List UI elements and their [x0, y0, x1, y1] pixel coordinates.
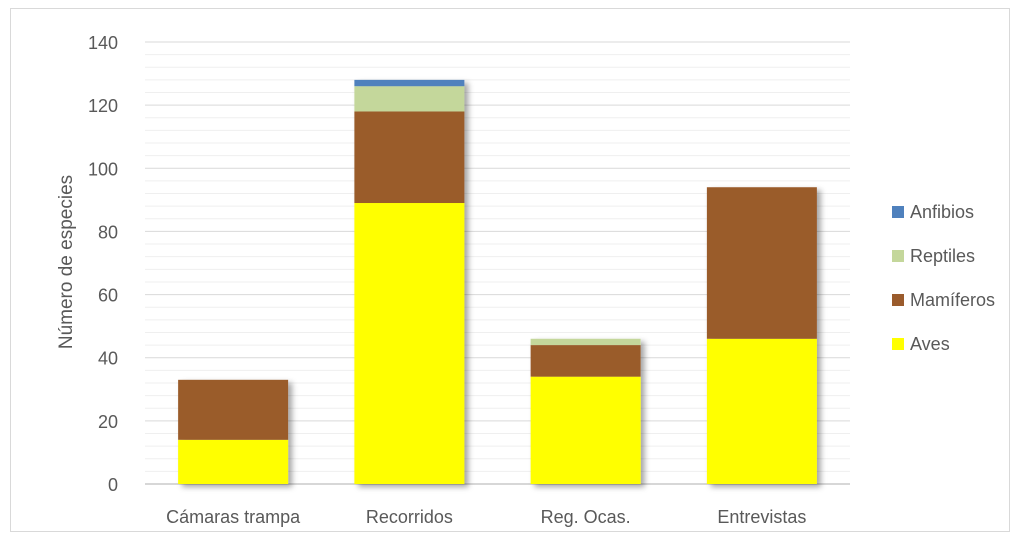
bar-segment-mam-feros — [354, 111, 465, 204]
y-tick-label: 40 — [98, 349, 118, 369]
x-axis-labels: Cámaras trampa Recorridos Reg. Ocas. Entrev… — [166, 507, 806, 527]
y-tick-label: 140 — [88, 33, 118, 53]
y-tick-label: 80 — [98, 222, 118, 242]
bar-segment-aves — [530, 376, 641, 484]
x-tick-label: Entrevistas — [717, 507, 806, 527]
y-tick-label: 100 — [88, 159, 118, 179]
bar-segment-aves — [178, 439, 289, 484]
y-tick-label: 0 — [108, 475, 118, 495]
legend-label: Reptiles — [910, 246, 975, 266]
legend-swatch — [892, 250, 904, 262]
bar-stack — [706, 187, 817, 484]
legend-label: Mamíferos — [910, 290, 995, 310]
y-axis-ticks: 0 20 40 60 80 100 120 140 — [88, 33, 118, 495]
y-tick-label: 120 — [88, 96, 118, 116]
bar-segment-aves — [354, 203, 465, 484]
bar-segment-anfibios — [354, 79, 465, 87]
bars — [178, 79, 817, 484]
legend-swatch — [892, 294, 904, 306]
bar-stack — [178, 379, 289, 484]
legend-swatch — [892, 206, 904, 218]
y-tick-label: 60 — [98, 286, 118, 306]
bar-segment-reptiles — [530, 338, 641, 346]
bar-segment-mam-feros — [530, 345, 641, 377]
bar-segment-reptiles — [354, 86, 465, 112]
bar-stack — [354, 79, 465, 484]
bar-segment-mam-feros — [178, 379, 289, 440]
legend: Anfibios Reptiles Mamíferos Aves — [892, 202, 995, 354]
bar-segment-mam-feros — [706, 187, 817, 339]
legend-label: Anfibios — [910, 202, 974, 222]
x-tick-label: Recorridos — [366, 507, 453, 527]
x-tick-label: Reg. Ocas. — [541, 507, 631, 527]
bar-segment-aves — [706, 338, 817, 484]
legend-swatch — [892, 338, 904, 350]
y-tick-label: 20 — [98, 412, 118, 432]
bar-stack — [530, 338, 641, 484]
legend-label: Aves — [910, 334, 950, 354]
y-axis-title: Número de especies — [56, 175, 77, 349]
chart-frame — [10, 8, 1010, 532]
x-tick-label: Cámaras trampa — [166, 507, 301, 527]
